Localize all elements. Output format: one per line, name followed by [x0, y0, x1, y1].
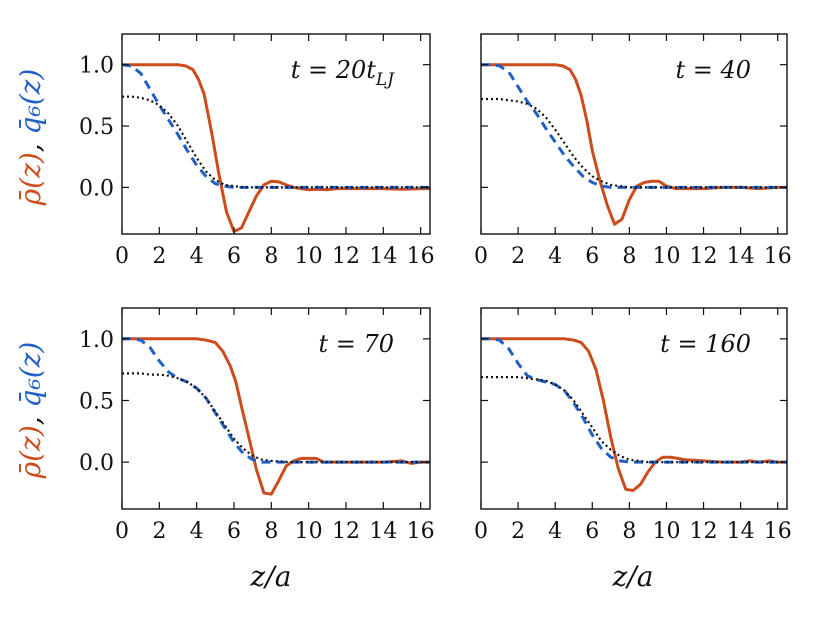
x-tick-label: 6: [227, 519, 241, 544]
x-tick-label: 16: [764, 519, 792, 544]
x-tick-label: 12: [332, 244, 360, 269]
x-tick-label: 8: [622, 519, 636, 544]
x-tick-label: 6: [227, 244, 241, 269]
x-tick-label: 4: [548, 519, 562, 544]
panel-1: 0 2 4 6 8 10 12 14 16 0.0 0.5 1.0 t = 20tLJ: [79, 33, 435, 269]
series-q6-line: [481, 337, 787, 464]
x-tick-label: 16: [407, 244, 435, 269]
x-tick-label: 4: [190, 244, 204, 269]
plot-frame: [480, 33, 788, 235]
y-tick-label: 0.0: [79, 176, 114, 201]
y-tick-label: 1.0: [79, 328, 114, 353]
panel-title: t = 40: [675, 56, 751, 84]
xlabel-left: z/a: [250, 560, 292, 593]
x-tick-label: 6: [585, 519, 599, 544]
x-tick-label: 2: [511, 519, 525, 544]
panel-title: t = 160: [660, 330, 751, 358]
plot-frame: [480, 307, 788, 510]
x-tick-label: 8: [622, 244, 636, 269]
x-tick-label: 0: [474, 244, 488, 269]
x-tick-label: 2: [152, 519, 166, 544]
x-tick-label: 10: [652, 244, 680, 269]
series-q6-line: [122, 63, 430, 189]
panel-2: 0 2 4 6 8 10 12 14 16 t = 40: [474, 33, 792, 269]
x-tick-label: 0: [474, 519, 488, 544]
x-tick-label: 0: [115, 519, 129, 544]
panel-3: 0 2 4 6 8 10 12 14 16 0.0 0.5 1.0 t = 70: [79, 307, 435, 544]
x-tick-label: 6: [585, 244, 599, 269]
series-fit-line: [481, 376, 787, 464]
series-rho-line: [122, 337, 430, 496]
series-q6-line: [122, 337, 430, 464]
x-tick-label: 8: [264, 244, 278, 269]
ylabel-bottom-sep: ,: [14, 407, 47, 425]
ylabel-bottom-q6: q̄₆(z): [14, 342, 47, 408]
x-tick-label: 14: [369, 244, 397, 269]
series-q6-line: [481, 63, 787, 189]
x-tick-label: 8: [264, 519, 278, 544]
xlabel-right: z/a: [612, 560, 654, 593]
x-tick-label: 16: [407, 519, 435, 544]
ylabel-top-sep: ,: [14, 134, 47, 152]
ylabel-top-rho: ρ̄(z): [14, 152, 47, 206]
x-tick-label: 2: [152, 244, 166, 269]
ylabel-bottom-rho: ρ̄(z): [14, 425, 47, 479]
x-tick-label: 4: [190, 519, 204, 544]
x-tick-label: 12: [690, 244, 718, 269]
y-tick-label: 0.5: [79, 115, 114, 140]
x-tick-label: 16: [764, 244, 792, 269]
x-tick-label: 12: [690, 519, 718, 544]
plot-frame: [121, 33, 431, 235]
x-tick-label: 14: [369, 519, 397, 544]
y-tick-label: 0.5: [79, 389, 114, 414]
x-tick-label: 10: [295, 519, 323, 544]
ylabel-top: ρ̄(z), q̄₆(z): [14, 69, 47, 207]
x-tick-label: 14: [727, 244, 755, 269]
x-tick-label: 4: [548, 244, 562, 269]
x-tick-label: 10: [295, 244, 323, 269]
panel-title: t = 20tLJ: [291, 56, 395, 90]
series-fit-line: [122, 372, 430, 464]
y-tick-label: 0.0: [79, 451, 114, 476]
ylabel-bottom: ρ̄(z), q̄₆(z): [14, 342, 47, 480]
panel-4: 0 2 4 6 8 10 12 14 16 t = 160: [474, 307, 792, 544]
x-tick-label: 12: [332, 519, 360, 544]
panel-title: t = 70: [318, 330, 394, 358]
y-tick-label: 1.0: [79, 54, 114, 79]
series-fit-line: [481, 97, 787, 189]
x-tick-label: 10: [652, 519, 680, 544]
panel-title-subscript: LJ: [375, 70, 395, 90]
series-rho-line: [481, 337, 787, 492]
x-tick-label: 14: [727, 519, 755, 544]
ylabel-top-q6: q̄₆(z): [14, 69, 47, 135]
x-tick-label: 2: [511, 244, 525, 269]
series-rho-line: [481, 63, 787, 226]
series-fit-line: [122, 95, 430, 189]
plot-frame: [121, 307, 431, 510]
x-tick-label: 0: [115, 244, 129, 269]
